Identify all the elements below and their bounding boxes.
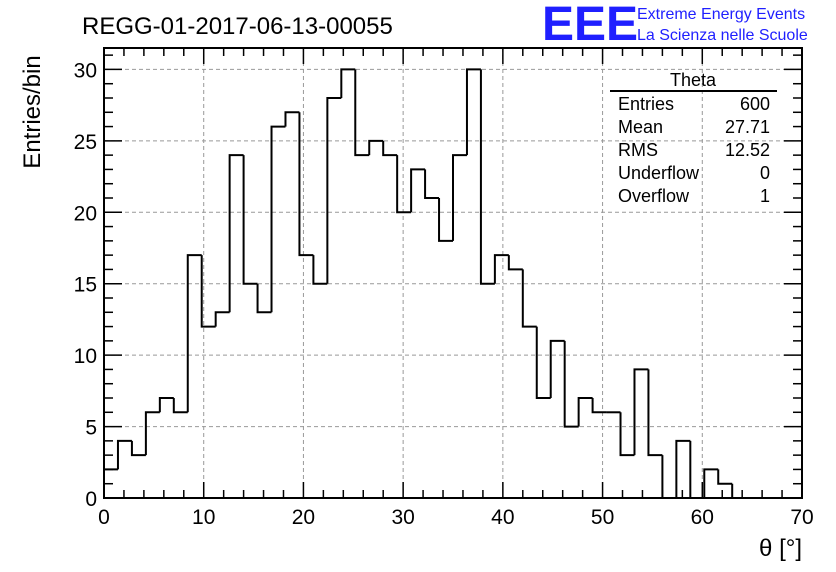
stats-label: Overflow — [618, 186, 690, 206]
stats-value: 1 — [760, 186, 770, 206]
histogram-bin — [270, 125, 286, 313]
stats-label: Mean — [618, 117, 663, 137]
x-tick-label: 70 — [790, 506, 813, 529]
chart-title: REGG-01-2017-06-13-00055 — [82, 13, 393, 40]
histogram-bin — [312, 255, 328, 285]
axis-ticks — [103, 48, 803, 499]
y-axis-label: Entries/bin — [19, 55, 46, 168]
histogram-bin — [438, 198, 453, 242]
histogram-bin — [465, 68, 481, 156]
histogram-bin — [493, 254, 509, 284]
histogram-bin — [410, 168, 426, 213]
stats-value: 600 — [740, 94, 770, 114]
histogram-bin — [731, 483, 747, 499]
histogram-bin — [256, 283, 272, 314]
histogram-bin — [661, 455, 677, 499]
logo-line-1: Extreme Energy Events — [637, 6, 805, 23]
histogram-bin — [717, 469, 733, 485]
histogram-bin — [563, 340, 579, 428]
histogram-bin — [549, 339, 565, 398]
stats-value: 0 — [760, 163, 770, 183]
histogram-bin — [368, 139, 384, 156]
y-tick-label: 5 — [85, 417, 97, 440]
histogram-bin — [424, 169, 440, 199]
x-tick-label: 0 — [98, 506, 110, 529]
histogram-bin — [186, 254, 202, 413]
stats-label: Entries — [618, 94, 674, 114]
logo-mark: EEE — [542, 0, 638, 51]
stats-title: Theta — [670, 70, 717, 90]
logo-line-2: La Scienza nelle Scuole — [637, 27, 808, 44]
histogram-bin — [130, 440, 146, 457]
stats-value: 27.71 — [725, 117, 770, 137]
y-tick-label: 0 — [85, 488, 97, 511]
histogram-bin — [200, 255, 216, 328]
histogram-bin — [326, 97, 342, 284]
histogram-bin — [284, 111, 300, 127]
stats-value: 12.52 — [725, 140, 770, 160]
histogram-bin — [158, 397, 174, 413]
plot-frame — [103, 47, 803, 499]
histogram-bin — [577, 397, 593, 427]
x-axis-label: θ [°] — [759, 535, 802, 562]
histogram-bin — [228, 154, 244, 313]
y-tick-label: 25 — [74, 131, 97, 154]
x-tick-label: 20 — [292, 506, 315, 529]
histogram-outline — [103, 68, 802, 499]
y-tick-label: 15 — [74, 274, 97, 297]
histogram-bin — [675, 439, 691, 498]
x-tick-label: 30 — [391, 506, 414, 529]
histogram-bin — [144, 411, 160, 456]
histogram-bin — [354, 69, 370, 157]
histogram-bin — [340, 68, 356, 98]
histogram-bin — [633, 368, 649, 456]
stats-label: RMS — [618, 140, 658, 160]
y-tick-label: 20 — [74, 202, 97, 225]
grid-lines — [104, 48, 802, 498]
stats-box: Theta Entries 600 Mean 27.71 RMS 12.52 Underfl… — [610, 70, 777, 206]
eee-logo: EEE Extreme Energy Events La Scienza nel… — [542, 0, 808, 51]
x-tick-label: 40 — [491, 506, 514, 529]
histogram-bin — [298, 112, 314, 257]
y-tick-label: 30 — [74, 59, 97, 82]
histogram-bin — [172, 398, 188, 414]
x-tick-label: 10 — [192, 506, 215, 529]
histogram-bin — [214, 311, 230, 327]
histogram-bin — [521, 269, 537, 328]
histogram-bin — [242, 155, 258, 285]
stats-label: Underflow — [618, 163, 700, 183]
x-tick-label: 60 — [691, 506, 714, 529]
y-tick-label: 10 — [74, 345, 97, 368]
histogram-bin — [452, 154, 467, 241]
stats-rows: Entries 600 Mean 27.71 RMS 12.52 Underflow 0 Ove… — [618, 94, 770, 206]
histogram-bin — [647, 369, 663, 457]
histogram-bin — [591, 398, 607, 414]
histogram-bin — [507, 255, 523, 271]
histogram-bin — [535, 326, 551, 399]
histogram-bin — [479, 69, 495, 285]
histogram-bin — [396, 155, 412, 214]
histogram-bin — [382, 140, 398, 157]
x-tick-label: 50 — [591, 506, 614, 529]
histogram-bin — [116, 439, 132, 470]
histogram-bin — [703, 468, 719, 498]
histogram-bin — [619, 412, 635, 457]
